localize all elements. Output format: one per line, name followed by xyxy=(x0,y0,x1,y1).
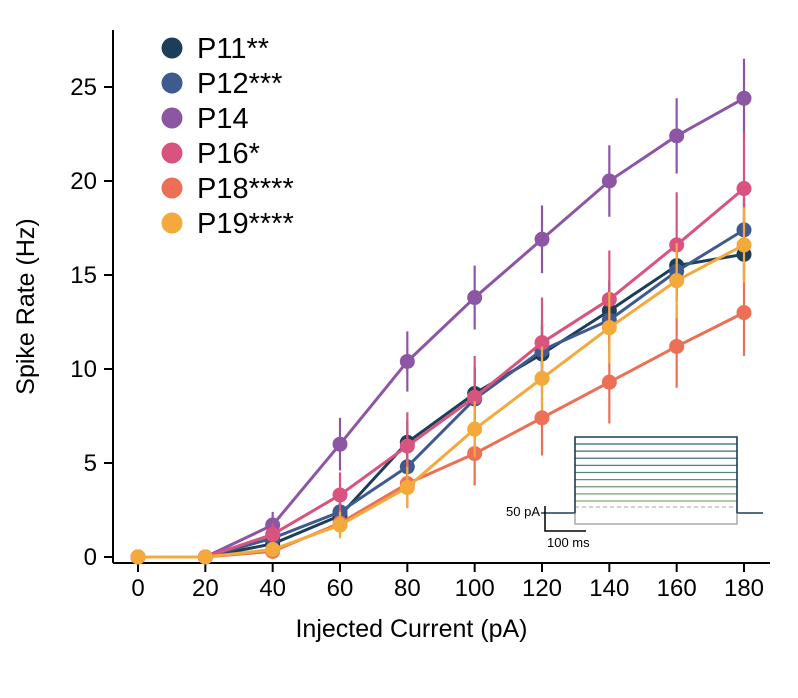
axes: 0 5 10 15 20 25 0 20 40 60 80 100 120 140 160 180 Inject… xyxy=(12,30,770,643)
legend-item: P19**** xyxy=(161,208,294,240)
y-tick-label: 20 xyxy=(70,168,97,195)
y-tick-label: 15 xyxy=(70,262,97,289)
x-tick-label: 140 xyxy=(589,575,629,602)
data-point xyxy=(736,305,752,321)
inset-scalebar-pa-label: 50 pA xyxy=(506,504,540,519)
legend-label: P19**** xyxy=(197,208,294,240)
x-tick-label: 0 xyxy=(131,575,144,602)
series-line xyxy=(138,96,745,559)
legend-label: P12*** xyxy=(197,68,282,100)
x-axis-label: Injected Current (pA) xyxy=(295,615,527,643)
data-point xyxy=(534,410,550,426)
x-tick-label: 80 xyxy=(394,575,421,602)
data-point xyxy=(669,273,685,289)
data-point xyxy=(332,487,348,503)
data-point xyxy=(534,335,550,351)
y-tick-label: 25 xyxy=(70,74,97,101)
legend-item: P11** xyxy=(161,33,269,65)
data-point xyxy=(534,231,550,247)
x-tick-label: 180 xyxy=(724,575,764,602)
data-point xyxy=(467,389,483,405)
data-point xyxy=(332,517,348,533)
legend-swatch xyxy=(161,107,183,129)
data-point xyxy=(197,549,213,565)
legend-item: P18**** xyxy=(161,173,294,205)
data-point xyxy=(534,370,550,386)
data-point xyxy=(669,338,685,354)
series-P19 xyxy=(130,207,752,565)
x-tick-label: 160 xyxy=(657,575,697,602)
legend-swatch xyxy=(161,212,183,234)
legend-label: P11** xyxy=(197,33,269,65)
y-tick-label: 0 xyxy=(84,544,97,571)
data-point xyxy=(467,421,483,437)
data-point xyxy=(399,438,415,454)
legend-swatch xyxy=(161,37,183,59)
data-point xyxy=(601,374,617,390)
legend-label: P16* xyxy=(197,138,260,170)
data-point xyxy=(332,436,348,452)
inset-scalebar-ms-label: 100 ms xyxy=(547,535,590,550)
data-point xyxy=(265,526,281,542)
data-point xyxy=(736,237,752,253)
data-point xyxy=(467,290,483,306)
legend-item: P16* xyxy=(161,138,260,170)
legend-label: P14 xyxy=(197,103,249,135)
legend-swatch xyxy=(161,142,183,164)
y-tick-label: 5 xyxy=(84,450,97,477)
data-point xyxy=(130,549,146,565)
y-tick-label: 10 xyxy=(70,356,97,383)
legend-label: P18**** xyxy=(197,173,294,205)
series-line xyxy=(138,228,745,559)
x-tick-label: 100 xyxy=(455,575,495,602)
y-axis-label: Spike Rate (Hz) xyxy=(12,218,40,394)
x-tick-label: 120 xyxy=(522,575,562,602)
data-point xyxy=(601,320,617,336)
data-point xyxy=(601,173,617,189)
x-tick-label: 60 xyxy=(327,575,354,602)
data-point xyxy=(399,353,415,369)
data-point xyxy=(399,479,415,495)
data-point xyxy=(736,181,752,197)
legend-item: P14 xyxy=(161,103,249,135)
series-line xyxy=(138,252,745,559)
data-point xyxy=(265,541,281,557)
series-line xyxy=(138,187,745,559)
data-point xyxy=(669,128,685,144)
series-P12 xyxy=(130,197,752,565)
data-point xyxy=(736,90,752,106)
series-P11 xyxy=(130,228,752,565)
legend-item: P12*** xyxy=(161,68,282,100)
inset-scalebar xyxy=(544,506,586,532)
series-line xyxy=(138,243,745,559)
current-step-inset: 50 pA 100 ms xyxy=(506,436,763,550)
x-tick-label: 20 xyxy=(192,575,219,602)
x-tick-label: 40 xyxy=(259,575,286,602)
legend-swatch xyxy=(161,72,183,94)
legend-swatch xyxy=(161,177,183,199)
inset-negative-trace xyxy=(574,513,738,525)
inset-outline-trace xyxy=(541,436,763,514)
